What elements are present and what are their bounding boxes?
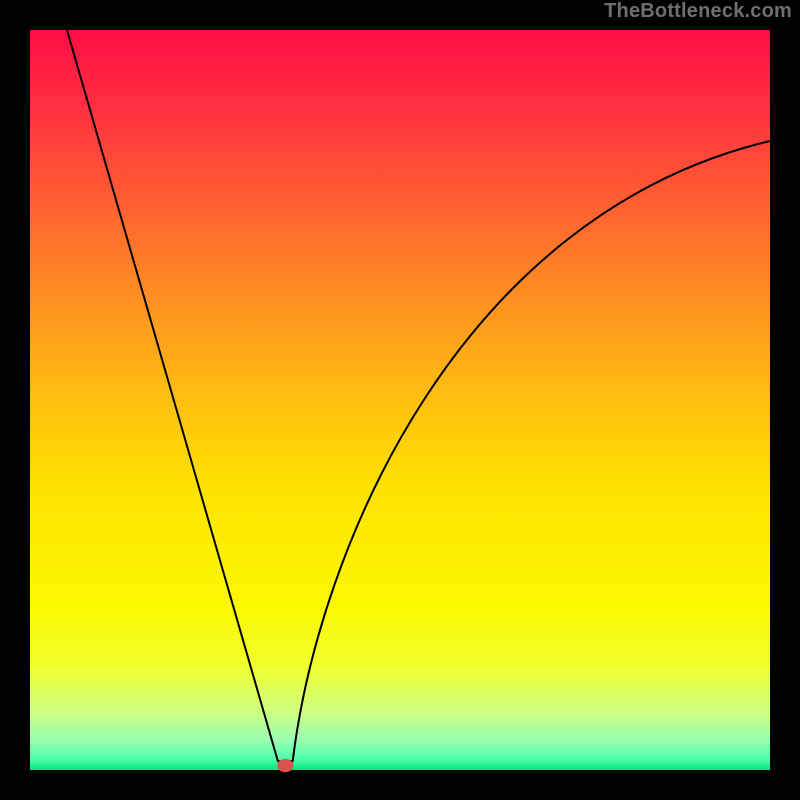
min-marker: [277, 759, 293, 772]
chart-frame: TheBottleneck.com: [0, 0, 800, 800]
bottleneck-chart: [0, 0, 800, 800]
plot-background: [30, 30, 770, 770]
watermark-text: TheBottleneck.com: [604, 0, 792, 23]
